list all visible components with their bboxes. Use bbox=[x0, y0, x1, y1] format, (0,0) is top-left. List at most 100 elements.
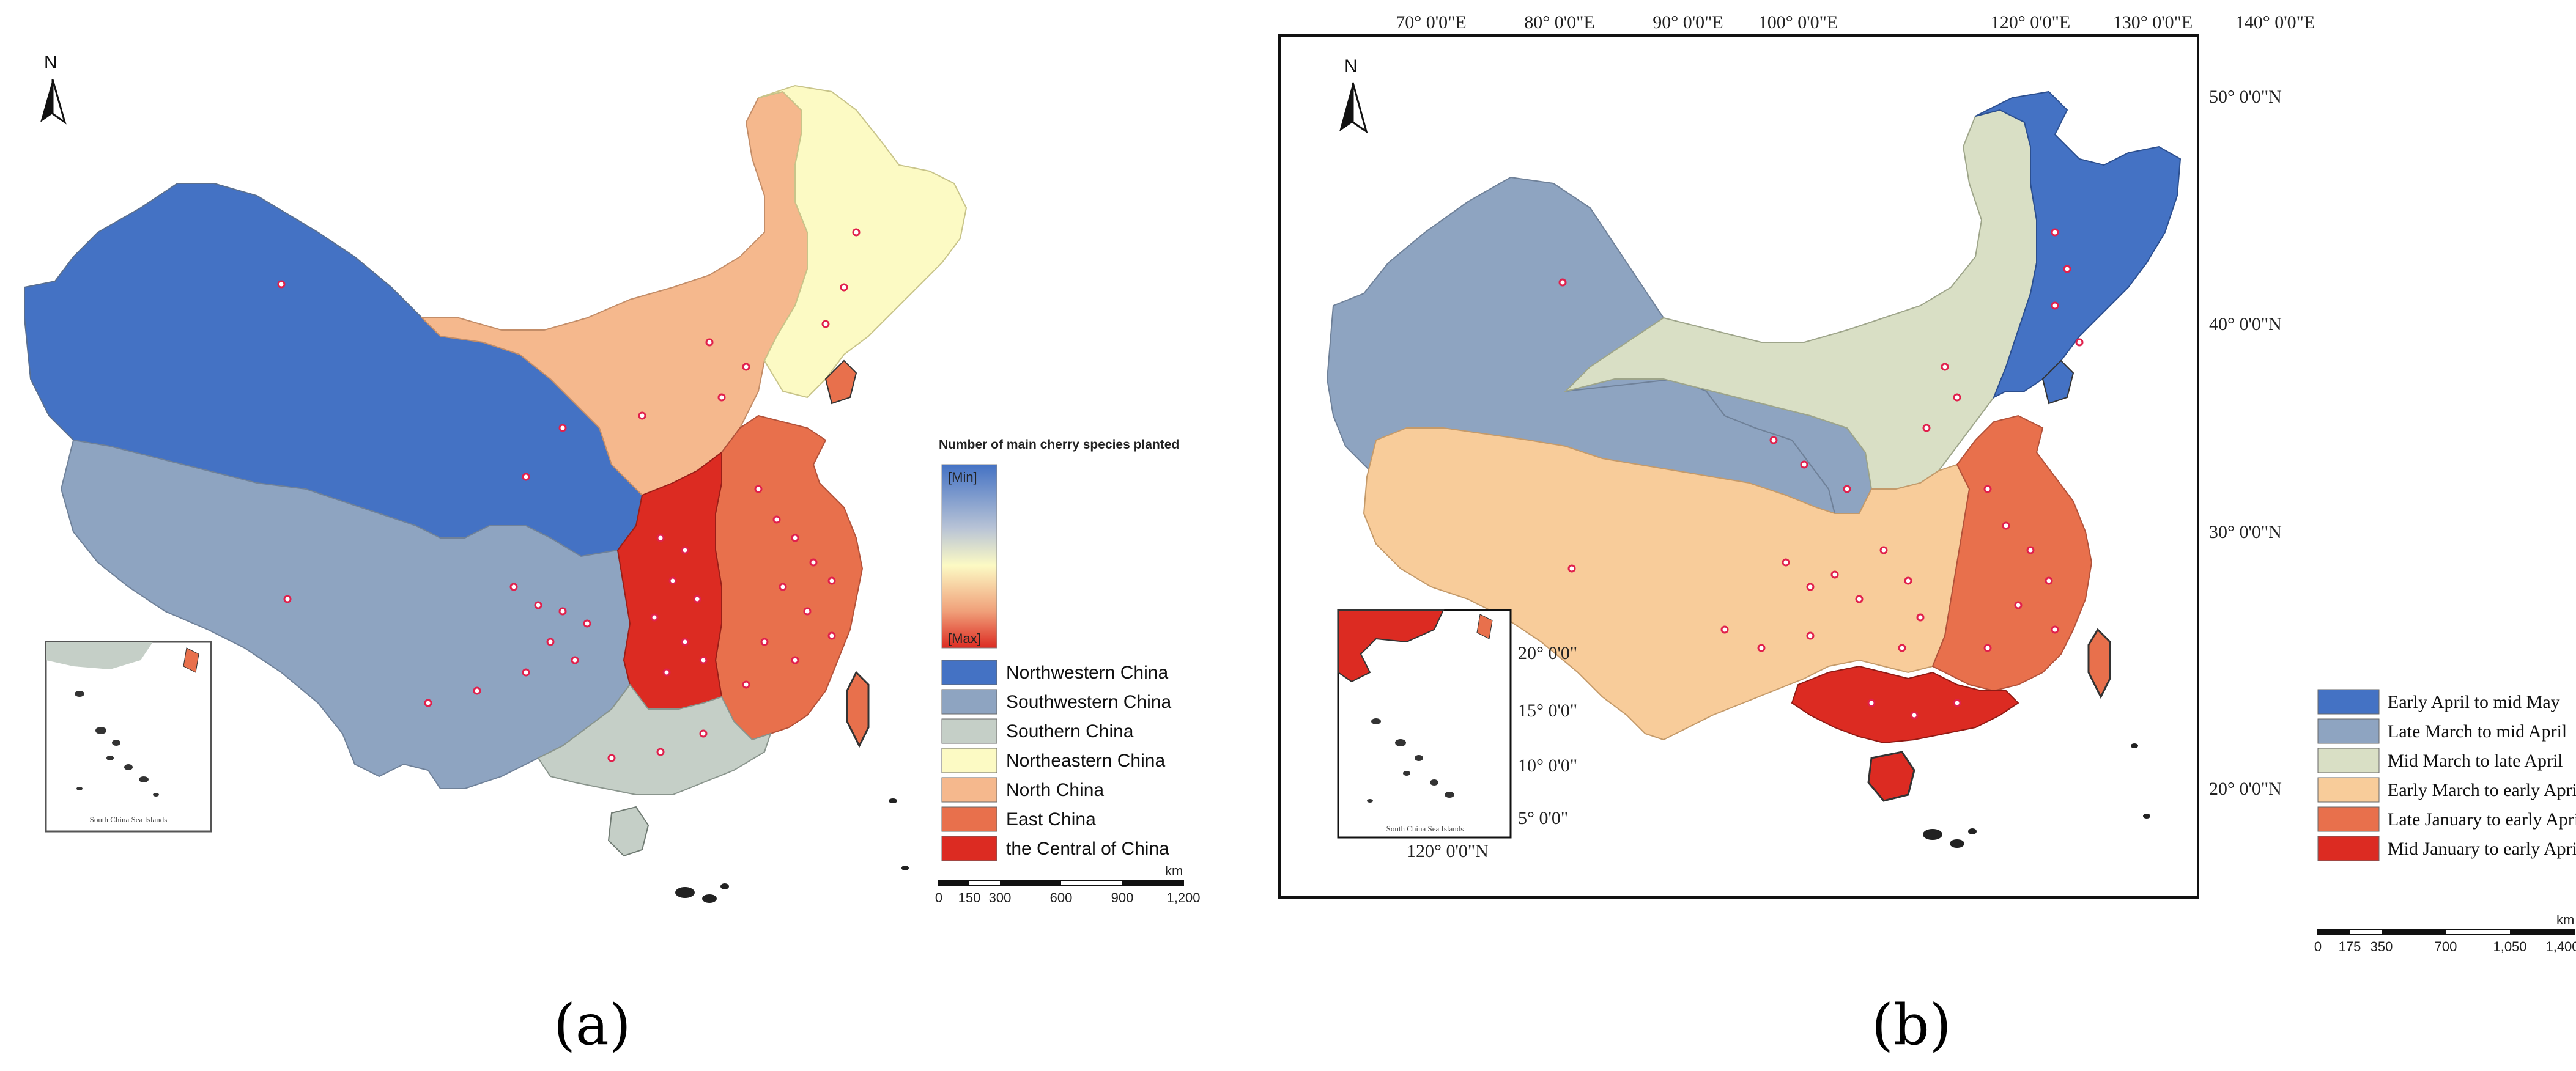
region-northeastern-a bbox=[758, 84, 968, 399]
region-b-hainan bbox=[1867, 751, 1915, 802]
gradient-min-label: [Min] bbox=[948, 469, 977, 485]
scale-unit-a: km bbox=[1165, 863, 1183, 878]
legend-a-items: Northwestern China Southwestern China Sout… bbox=[941, 660, 1171, 861]
inset-a: South China Sea Islands bbox=[45, 641, 212, 833]
right-coordinates-b: 50° 0'0"N 40° 0'0"N 30° 0'0"N 20° 0'0"N bbox=[2209, 87, 2282, 799]
peninsula-b bbox=[2041, 359, 2074, 405]
sample-dots-a bbox=[277, 228, 861, 762]
top-coord-label: 120° 0'0"E bbox=[1991, 12, 2070, 32]
right-coord-label: 40° 0'0"N bbox=[2209, 314, 2282, 334]
region-hainan-a bbox=[607, 806, 650, 857]
scale-tick-a: 600 bbox=[1050, 890, 1073, 905]
legend-b-item-early-march-to-early-april: Early March to early April bbox=[2317, 777, 2576, 803]
legend-b-item-mid-march-to-late-april: Mid March to late April bbox=[2317, 748, 2563, 773]
scale-bar-b: km 0 175 350 700 1,050 1,400 bbox=[2314, 912, 2576, 954]
top-coord-label: 140° 0'0"E bbox=[2235, 12, 2315, 32]
legend-b-label: Late January to early April bbox=[2388, 809, 2576, 830]
scale-ticks-b: 0 175 350 700 1,050 1,400 bbox=[2314, 939, 2576, 954]
scale-tick-b: 0 bbox=[2314, 939, 2322, 954]
north-arrow-a-right bbox=[51, 79, 67, 125]
right-coord-label: 30° 0'0"N bbox=[2209, 522, 2282, 542]
legend-a-label: East China bbox=[1006, 809, 1096, 830]
islands-b bbox=[1923, 743, 2150, 848]
legend-a-item-southern-china: Southern China bbox=[941, 718, 1134, 744]
legend-a-label: North China bbox=[1006, 780, 1104, 800]
top-coord-label: 70° 0'0"E bbox=[1396, 12, 1466, 32]
right-coord-label: 20° 0'0"N bbox=[2209, 779, 2282, 799]
scale-tick-b: 1,400 bbox=[2545, 939, 2576, 954]
gradient-bar-a bbox=[941, 464, 997, 649]
legend-b-label: Late March to mid April bbox=[2388, 721, 2567, 742]
peninsula-a bbox=[824, 359, 857, 405]
legend-a-label: the Central of China bbox=[1006, 839, 1169, 859]
legend-b-item-mid-january-to-early-april: Mid January to early April bbox=[2317, 836, 2576, 861]
inset-coord-label: 20° 0'0" bbox=[1518, 643, 1577, 663]
legend-b-item-early-april-to-mid-may: Early April to mid May bbox=[2317, 689, 2560, 715]
panel-label-b: (b) bbox=[1871, 992, 1952, 1058]
legend-b-swatch bbox=[2317, 836, 2380, 861]
scale-tick-a: 1,200 bbox=[1166, 890, 1200, 905]
scale-bar-a: km 0 150 300 600 900 1,200 bbox=[935, 863, 1201, 905]
legend-b-swatch bbox=[2317, 718, 2380, 744]
inset-bottom-coord-b: 120° 0'0"N bbox=[1407, 841, 1489, 861]
top-coordinates-b: 70° 0'0"E 80° 0'0"E 90° 0'0"E 100° 0'0"E 120… bbox=[1396, 12, 2315, 32]
legend-a-label: Southwestern China bbox=[1006, 692, 1171, 712]
inset-label-b: South China Sea Islands bbox=[1386, 824, 1464, 833]
legend-a-item-southwestern-china: Southwestern China bbox=[941, 689, 1171, 715]
legend-b-swatch bbox=[2317, 806, 2380, 832]
north-arrow-a: N bbox=[40, 53, 67, 125]
scale-tick-a: 150 bbox=[958, 890, 981, 905]
inset-coord-label: 15° 0'0" bbox=[1518, 701, 1577, 721]
legend-a-label: Northeastern China bbox=[1006, 751, 1165, 771]
top-coord-label: 130° 0'0"E bbox=[2113, 12, 2193, 32]
legend-a-item-northeastern-china: Northeastern China bbox=[941, 748, 1165, 773]
legend-a-item-northwestern-china: Northwestern China bbox=[941, 660, 1168, 685]
north-arrow-b: N bbox=[1339, 56, 1368, 134]
legend-b-label: Early April to mid May bbox=[2388, 692, 2560, 712]
legend-title-a: Number of main cherry species planted bbox=[939, 438, 1179, 452]
scale-tick-b: 350 bbox=[2371, 939, 2393, 954]
scale-ticks-a: 0 150 300 600 900 1,200 bbox=[935, 890, 1201, 905]
legend-b-items: Early April to mid May Late March to mid … bbox=[2317, 689, 2576, 861]
scale-tick-b: 175 bbox=[2339, 939, 2361, 954]
inset-coord-label: 5° 0'0" bbox=[1518, 808, 1568, 828]
scale-tick-b: 700 bbox=[2435, 939, 2457, 954]
inset-coord-label: 10° 0'0" bbox=[1518, 756, 1577, 776]
legend-b-swatch bbox=[2317, 748, 2380, 773]
region-b-late-january-early-april bbox=[1931, 414, 2093, 692]
panel-label-a: (a) bbox=[553, 992, 631, 1058]
region-taiwan-a bbox=[846, 671, 870, 748]
legend-a-item-the-central-of-china: the Central of China bbox=[941, 836, 1169, 861]
legend-b-item-late-march-to-mid-april: Late March to mid April bbox=[2317, 718, 2567, 744]
scale-tick-b: 1,050 bbox=[2493, 939, 2526, 954]
region-east-a bbox=[714, 414, 864, 741]
region-b-early-april-mid-may bbox=[1975, 90, 2182, 399]
legend-a-item-east-china: East China bbox=[941, 806, 1096, 832]
top-coord-label: 100° 0'0"E bbox=[1758, 12, 1838, 32]
scale-tick-a: 900 bbox=[1111, 890, 1134, 905]
legend-a-label: Southern China bbox=[1006, 721, 1134, 742]
islands-a bbox=[675, 798, 909, 903]
north-label-a: N bbox=[44, 53, 57, 73]
region-b-mid-january-early-april bbox=[1791, 665, 2019, 744]
legend-b-swatch bbox=[2317, 777, 2380, 803]
right-coord-label: 50° 0'0"N bbox=[2209, 87, 2282, 107]
legend-a-swatch bbox=[941, 748, 997, 773]
north-arrow-a-left bbox=[40, 79, 53, 122]
map-a: N bbox=[24, 53, 1201, 1058]
sample-dots-b bbox=[1558, 228, 2084, 720]
inset-coordinates-b: 20° 0'0" 15° 0'0" 10° 0'0" 5° 0'0" bbox=[1518, 643, 1577, 828]
legend-a-swatch bbox=[941, 660, 997, 685]
legend-a-swatch bbox=[941, 718, 997, 744]
top-coord-label: 80° 0'0"E bbox=[1524, 12, 1594, 32]
legend-a-swatch bbox=[941, 806, 997, 832]
gradient-max-label: [Max] bbox=[948, 631, 981, 646]
legend-b-label: Early March to early April bbox=[2388, 780, 2576, 800]
inset-label-a: South China Sea Islands bbox=[90, 815, 168, 824]
legend-a-swatch bbox=[941, 689, 997, 715]
legend-a-item-north-china: North China bbox=[941, 777, 1104, 803]
north-arrow-b-left bbox=[1339, 83, 1353, 131]
legend-b-swatch bbox=[2317, 689, 2380, 715]
legend-a-swatch bbox=[941, 836, 997, 861]
